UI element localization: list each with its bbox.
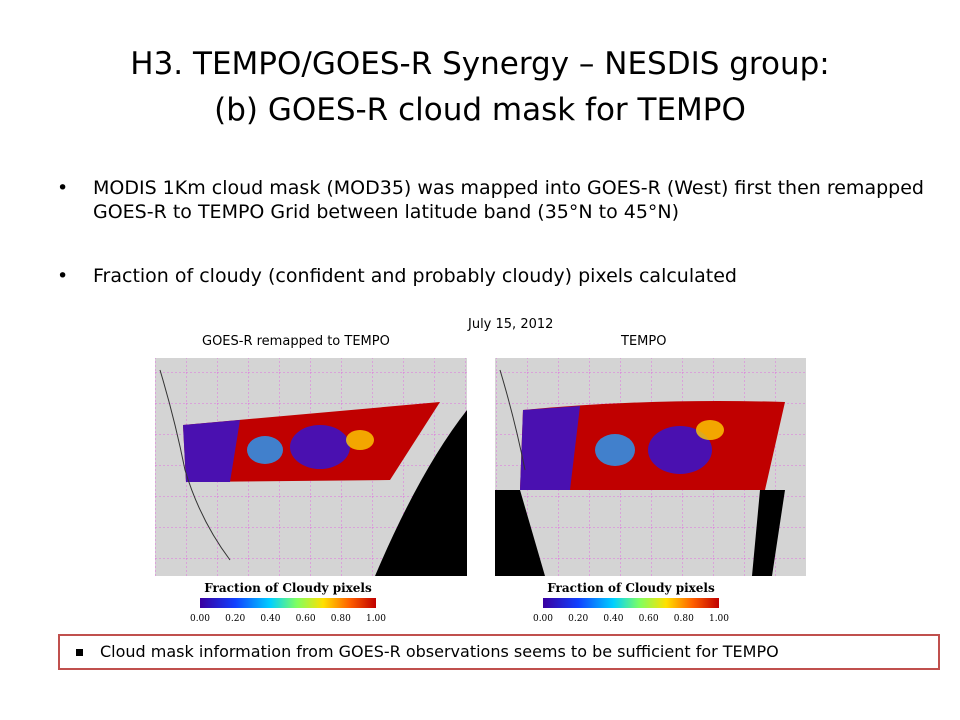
date: July 15, 2012: [468, 317, 554, 332]
colorbar-tick: 0.80: [674, 614, 694, 624]
bullet-text: Fraction of cloudy (confident and probab…: [93, 265, 737, 287]
bullet-text: MODIS 1Km cloud mask (MOD35) was mapped …: [93, 177, 924, 223]
map-right: [495, 358, 806, 576]
panel-label: GOES-R remapped to TEMPO: [202, 334, 390, 349]
colorbar: [543, 598, 719, 608]
footer-box: Cloud mask information from GOES-R obser…: [58, 634, 940, 670]
colorbar-tick: 0.00: [190, 614, 210, 624]
figure: Fraction of Cloudy pixels 0.00 0.20 0.40 0.6…: [155, 358, 806, 624]
colorbar-tick: 0.00: [533, 614, 553, 624]
colorbar-title: Fraction of Cloudy pixels: [547, 581, 715, 595]
colorbar-tick: 0.40: [260, 614, 280, 624]
colorbar-tick: 0.80: [331, 614, 351, 624]
colorbar-tick: 0.20: [225, 614, 245, 624]
colorbar-tick: 0.20: [568, 614, 588, 624]
colorbar-title: Fraction of Cloudy pixels: [204, 581, 372, 595]
colorbar-tick: 0.60: [296, 614, 316, 624]
footer-text: Cloud mask information from GOES-R obser…: [100, 642, 779, 661]
panel-label: TEMPO: [621, 334, 667, 349]
bullet: • MODIS 1Km cloud mask (MOD35) was mapped…: [57, 177, 924, 223]
colorbars: Fraction of Cloudy pixels 0.00 0.20 0.40 0.6…: [190, 581, 729, 624]
map-left: [155, 358, 467, 576]
bullet: • Fraction of cloudy (confident and proba…: [57, 265, 737, 287]
colorbar-tick: 0.40: [603, 614, 623, 624]
title: H3. TEMPO/GOES-R Synergy – NESDIS group:: [130, 46, 830, 82]
colorbar-tick: 0.60: [639, 614, 659, 624]
colorbar: [200, 598, 376, 608]
title: (b) GOES-R cloud mask for TEMPO: [214, 92, 746, 128]
colorbar-tick: 1.00: [709, 614, 729, 624]
colorbar-tick: 1.00: [366, 614, 386, 624]
